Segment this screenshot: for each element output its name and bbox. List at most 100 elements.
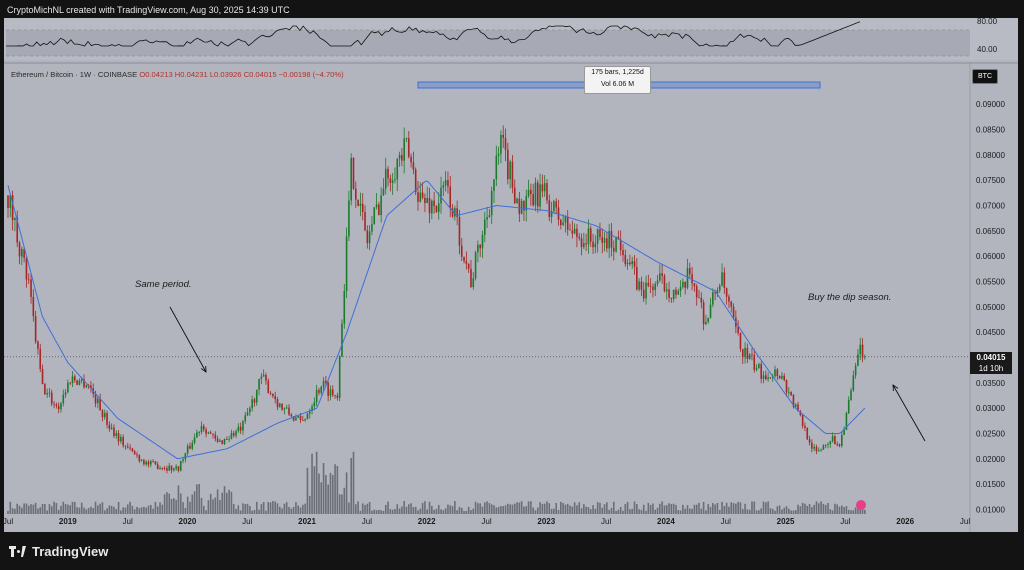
candle-body	[594, 243, 597, 248]
candle-body	[315, 390, 318, 403]
volume-bar	[670, 503, 673, 514]
volume-bar	[665, 505, 668, 514]
volume-bar	[723, 505, 726, 514]
candle-body	[672, 289, 675, 299]
volume-bar	[728, 506, 730, 514]
volume-bar	[753, 501, 756, 514]
volume-bar	[751, 501, 753, 514]
volume-bar	[702, 501, 705, 514]
candle-body	[534, 182, 537, 206]
volume-bar	[822, 503, 825, 514]
measure-tooltip: 175 bars, 1,225d Vol 6.06 M	[584, 66, 651, 94]
volume-bar	[9, 501, 12, 514]
volume-bar	[477, 503, 479, 514]
candle-body	[228, 438, 230, 440]
candle-body	[143, 459, 145, 465]
volume-bar	[138, 508, 141, 514]
volume-bar	[456, 510, 458, 514]
candle-body	[631, 261, 634, 265]
volume-bar	[80, 502, 83, 514]
volume-bar	[603, 504, 606, 514]
candle-body	[636, 266, 638, 290]
volume-bar	[308, 495, 311, 514]
volume-bar	[168, 493, 171, 514]
volume-bar	[774, 510, 776, 514]
volume-bar	[458, 506, 461, 514]
volume-bar	[396, 504, 399, 514]
volume-bar	[60, 505, 62, 514]
candle-body	[640, 281, 643, 290]
candle-body	[497, 153, 500, 156]
candle-body	[433, 200, 435, 207]
candle-body	[815, 446, 818, 452]
candle-body	[553, 201, 555, 212]
volume-bar	[196, 484, 198, 514]
candle-body	[373, 207, 376, 225]
volume-bar	[530, 501, 532, 514]
candle-body	[608, 231, 610, 249]
candle-body	[198, 431, 200, 433]
candle-body	[189, 445, 191, 449]
volume-bar	[398, 508, 401, 514]
candle-body	[375, 204, 378, 208]
chart-area[interactable]: 80.00 40.00 0.09000 0.08500 0.08000 0.07500 0.…	[4, 18, 1018, 532]
x-tick-label: 2026	[896, 517, 914, 526]
candle-body	[509, 161, 511, 180]
candle-body	[548, 200, 551, 217]
volume-bar	[255, 501, 258, 514]
y-tick-label: 0.06500	[976, 227, 1005, 236]
candle-body	[811, 442, 813, 449]
chart-svg[interactable]: 80.00 40.00 0.09000 0.08500 0.08000 0.07500 0.…	[4, 18, 1018, 532]
volume-bar	[421, 502, 424, 514]
candle-body	[504, 137, 507, 150]
candle-body	[175, 466, 177, 469]
candle-body	[700, 297, 703, 303]
volume-bar	[295, 502, 297, 514]
candle-body	[808, 439, 811, 443]
volume-bar	[497, 506, 500, 514]
candle-body	[170, 465, 173, 471]
volume-bar	[426, 509, 429, 514]
volume-bar	[555, 503, 558, 514]
candle-body	[859, 344, 862, 355]
volume-bar	[527, 501, 530, 514]
candle-body	[665, 289, 668, 292]
candle-body	[64, 392, 67, 395]
volume-bar	[735, 503, 737, 514]
y-tick-label: 0.05500	[976, 277, 1005, 286]
candle-body	[412, 162, 415, 170]
y-tick-label: 0.02000	[976, 455, 1005, 464]
volume-bar	[788, 508, 790, 514]
candle-body	[753, 354, 756, 370]
candle-body	[822, 445, 825, 450]
volume-bar	[693, 504, 696, 514]
candle-body	[486, 217, 488, 220]
candle-body	[138, 455, 141, 461]
candle-body	[329, 389, 332, 396]
volume-bar	[391, 509, 394, 514]
candle-body	[371, 224, 373, 232]
candle-body	[352, 157, 355, 189]
candle-body	[193, 437, 196, 443]
candle-body	[216, 438, 219, 442]
candle-body	[444, 180, 447, 186]
volume-bar	[25, 503, 28, 514]
candle-body	[647, 282, 650, 286]
volume-bar	[640, 509, 643, 514]
candle-body	[359, 203, 362, 206]
volume-bar	[235, 508, 237, 514]
volume-bar	[834, 503, 836, 514]
candle-body	[361, 203, 364, 213]
volume-bar	[325, 475, 327, 514]
volume-bar	[748, 509, 751, 514]
volume-bar	[78, 507, 81, 514]
volume-bar	[348, 502, 350, 514]
candle-body	[682, 281, 684, 288]
volume-bar	[652, 503, 654, 514]
volume-bar	[502, 506, 505, 514]
volume-bar	[371, 510, 373, 514]
candle-body	[80, 379, 83, 381]
volume-bar	[495, 507, 498, 514]
candle-body	[368, 231, 371, 243]
